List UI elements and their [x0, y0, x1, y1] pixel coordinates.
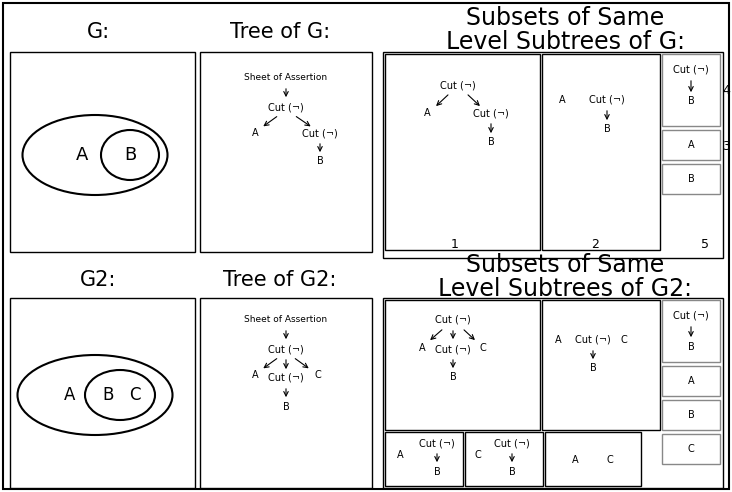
- Bar: [662, 434, 720, 464]
- Bar: [465, 432, 543, 486]
- Text: B: B: [509, 467, 515, 477]
- Text: C: C: [315, 370, 321, 380]
- Text: A: A: [572, 455, 578, 465]
- Text: C: C: [130, 386, 141, 404]
- Bar: [662, 164, 720, 194]
- Bar: [10, 298, 195, 488]
- Text: B: B: [488, 137, 494, 147]
- Bar: [662, 300, 720, 362]
- Text: 4: 4: [722, 84, 730, 96]
- Text: Cut (¬): Cut (¬): [473, 108, 509, 118]
- Text: Cut (¬): Cut (¬): [589, 95, 625, 105]
- Text: Cut (¬): Cut (¬): [302, 128, 338, 138]
- Bar: [662, 400, 720, 430]
- Bar: [662, 130, 720, 160]
- Text: G:: G:: [86, 22, 110, 42]
- Text: Level Subtrees of G:: Level Subtrees of G:: [446, 30, 684, 54]
- Text: C: C: [474, 450, 482, 460]
- Text: G2:: G2:: [80, 270, 116, 290]
- Text: Subsets of Same: Subsets of Same: [466, 6, 664, 30]
- Bar: [545, 432, 641, 486]
- Text: A: A: [559, 95, 565, 105]
- Text: Level Subtrees of G2:: Level Subtrees of G2:: [438, 277, 692, 301]
- Text: A: A: [76, 146, 88, 164]
- Text: Cut (¬): Cut (¬): [673, 65, 709, 75]
- Text: A: A: [252, 370, 258, 380]
- Text: Cut (¬): Cut (¬): [435, 315, 471, 325]
- Text: Cut (¬): Cut (¬): [435, 344, 471, 354]
- Bar: [542, 300, 660, 430]
- Text: A: A: [555, 335, 561, 345]
- Ellipse shape: [101, 130, 159, 180]
- Text: Cut (¬): Cut (¬): [268, 344, 304, 354]
- Text: 3: 3: [722, 141, 730, 154]
- Text: Tree of G2:: Tree of G2:: [223, 270, 337, 290]
- Text: Cut (¬): Cut (¬): [494, 438, 530, 448]
- Bar: [385, 300, 540, 430]
- Text: A: A: [687, 140, 695, 150]
- Text: A: A: [64, 386, 75, 404]
- Text: Subsets of Same: Subsets of Same: [466, 253, 664, 277]
- Text: 1: 1: [451, 239, 459, 251]
- Text: B: B: [449, 372, 456, 382]
- Text: B: B: [589, 363, 597, 373]
- Text: B: B: [687, 174, 695, 184]
- Text: Cut (¬): Cut (¬): [419, 438, 455, 448]
- Text: A: A: [252, 128, 258, 138]
- Text: B: B: [102, 386, 113, 404]
- Text: 5: 5: [701, 239, 709, 251]
- Text: Cut (¬): Cut (¬): [575, 335, 611, 345]
- Text: A: A: [687, 376, 695, 386]
- Ellipse shape: [23, 115, 168, 195]
- Text: Cut (¬): Cut (¬): [673, 311, 709, 321]
- Text: B: B: [604, 124, 610, 134]
- Text: B: B: [687, 342, 695, 352]
- Ellipse shape: [85, 370, 155, 420]
- Text: Tree of G:: Tree of G:: [230, 22, 330, 42]
- Bar: [385, 54, 540, 250]
- Text: Cut (¬): Cut (¬): [440, 80, 476, 90]
- Text: Cut (¬): Cut (¬): [268, 102, 304, 112]
- Text: C: C: [621, 335, 627, 345]
- Bar: [383, 298, 723, 488]
- Text: Cut (¬): Cut (¬): [268, 373, 304, 383]
- Ellipse shape: [18, 355, 173, 435]
- Bar: [662, 54, 720, 126]
- Text: C: C: [479, 343, 486, 353]
- Text: Sheet of Assertion: Sheet of Assertion: [244, 315, 327, 325]
- Text: B: B: [433, 467, 441, 477]
- Text: B: B: [124, 146, 136, 164]
- Bar: [200, 298, 372, 488]
- Bar: [383, 52, 723, 258]
- Bar: [662, 366, 720, 396]
- Text: C: C: [607, 455, 613, 465]
- Bar: [200, 52, 372, 252]
- Text: B: B: [687, 410, 695, 420]
- Text: B: B: [283, 402, 289, 412]
- Text: C: C: [687, 444, 695, 454]
- Text: B: B: [317, 156, 324, 166]
- Text: A: A: [397, 450, 403, 460]
- Bar: [385, 432, 463, 486]
- Bar: [542, 54, 660, 250]
- Text: A: A: [424, 108, 430, 118]
- Text: B: B: [687, 96, 695, 106]
- Text: A: A: [419, 343, 425, 353]
- Bar: [10, 52, 195, 252]
- Text: 2: 2: [591, 239, 599, 251]
- Text: Sheet of Assertion: Sheet of Assertion: [244, 73, 327, 83]
